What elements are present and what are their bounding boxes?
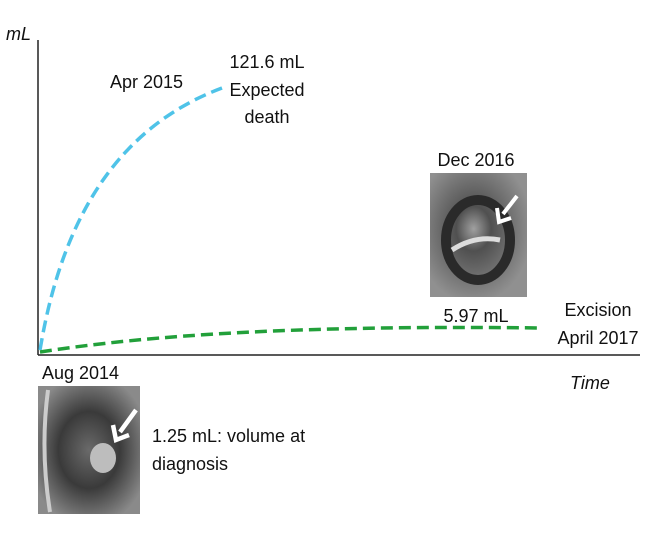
end-label: April 2017 [557,328,638,348]
y-axis-label: mL [6,24,31,44]
observed-volume: 5.97 mL [443,306,508,326]
diagnosis-label: 1.25 mL: volume at [152,426,305,446]
arrow [110,408,138,444]
expected-date: Apr 2015 [110,72,183,92]
expected-curve [38,86,223,351]
mri-detail [90,443,116,473]
mri-detail [441,195,515,285]
expected-label: Expected [229,80,304,100]
expected-label: death [244,107,289,127]
x-axis-label: Time [570,373,610,393]
observed-date: Dec 2016 [437,150,514,170]
mri-image [38,386,140,514]
observed-curve [39,325,543,354]
diagnosis-label: diagnosis [152,454,228,474]
end-label: Excision [564,300,631,320]
expected-volume: 121.6 mL [229,52,304,72]
diagnosis-date: Aug 2014 [42,363,119,383]
arrow [495,194,519,225]
mri-detail [42,389,52,513]
mri-detail [450,236,501,253]
